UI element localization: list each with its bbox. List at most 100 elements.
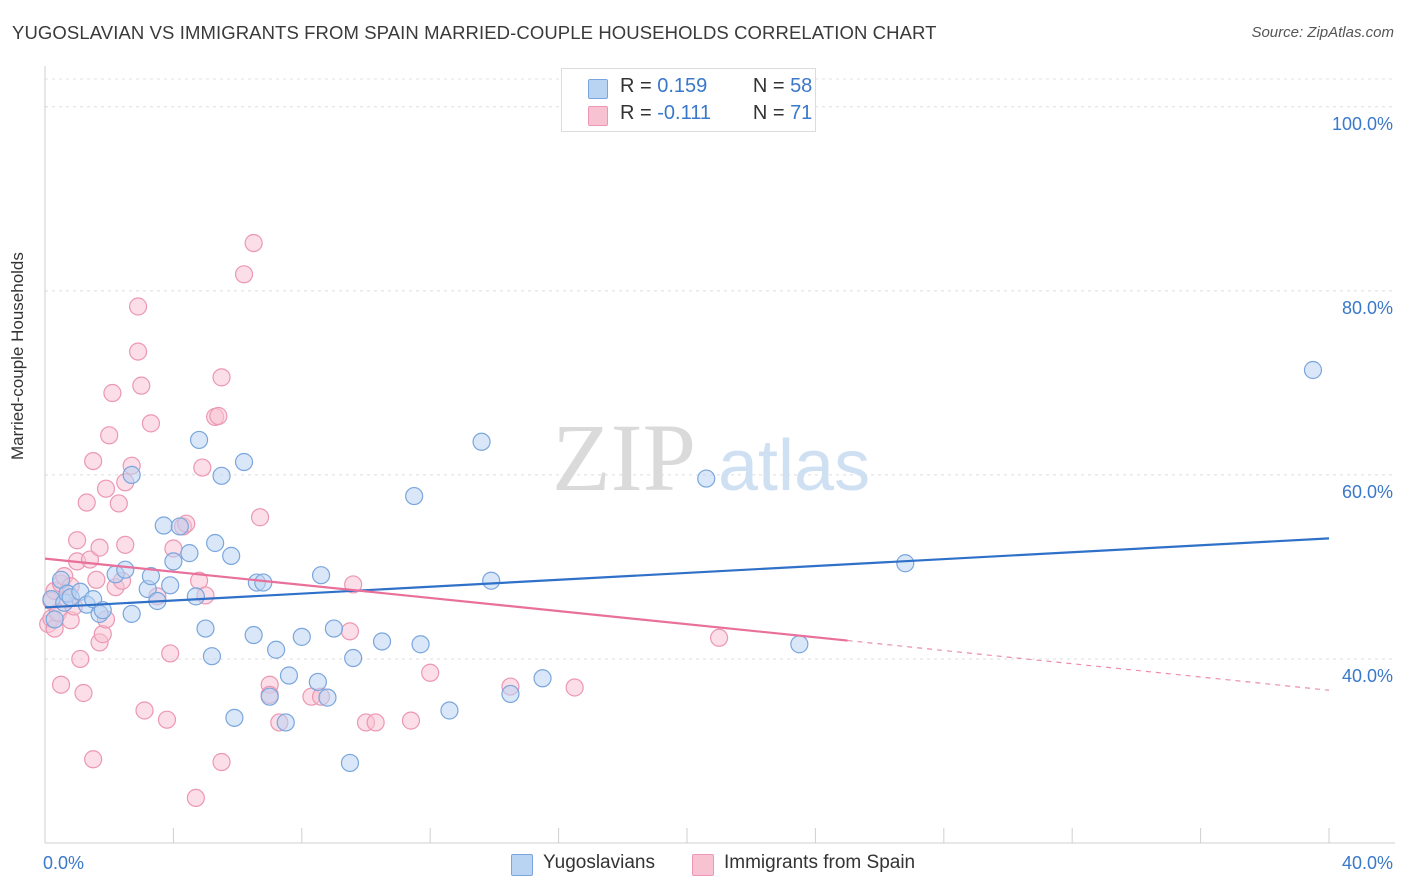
point-immigrants-from-spain — [565, 678, 584, 697]
trend-line-yugoslavians — [44, 537, 1330, 609]
point-immigrants-from-spain — [84, 452, 103, 471]
stats-legend: R = 0.159 N = 58 R = -0.111 N = 71 — [561, 68, 816, 132]
point-immigrants-from-spain — [141, 414, 161, 433]
point-immigrants-from-spain — [128, 342, 148, 361]
y-axis-label: Married-couple Households — [8, 252, 27, 460]
point-immigrants-from-spain — [421, 663, 440, 682]
point-immigrants-from-spain — [96, 479, 116, 498]
trend-lines — [44, 537, 1330, 691]
axes — [44, 66, 1395, 844]
point-yugoslavian — [122, 465, 141, 485]
source-credit: Source: ZipAtlas.com — [1251, 24, 1394, 41]
point-yugoslavian — [225, 708, 244, 727]
point-yugoslavian — [180, 544, 199, 563]
legend-label: Yugoslavians — [543, 852, 655, 873]
legend-n-value: 71 — [790, 102, 813, 124]
legend-n-label: N = — [752, 75, 785, 97]
point-immigrants-from-spain — [366, 713, 385, 732]
chart-title: YUGOSLAVIAN VS IMMIGRANTS FROM SPAIN MAR… — [12, 22, 937, 43]
point-yugoslavian — [340, 753, 360, 773]
point-immigrants-from-spain — [93, 625, 112, 644]
point-immigrants-from-spain — [132, 376, 151, 395]
point-yugoslavian — [154, 516, 173, 535]
legend-r-value: 0.159 — [657, 75, 708, 97]
point-yugoslavian — [186, 587, 205, 606]
point-immigrants-from-spain — [74, 683, 93, 703]
point-yugoslavian — [116, 560, 135, 579]
point-yugoslavian — [212, 466, 231, 485]
point-immigrants-from-spain — [103, 383, 122, 403]
point-yugoslavian — [697, 469, 716, 488]
point-yugoslavian — [1303, 360, 1323, 380]
point-immigrants-from-spain — [67, 531, 87, 550]
y-tick-label: 80.0% — [1342, 298, 1393, 318]
point-yugoslavian — [206, 533, 225, 553]
watermark-zip: ZIP — [552, 404, 696, 511]
point-yugoslavian — [45, 610, 64, 629]
point-yugoslavian — [372, 632, 392, 651]
series-immigrants-from-spain — [39, 233, 729, 808]
trend-line-immigrants-from-spain — [44, 557, 848, 642]
point-yugoslavian — [279, 666, 299, 685]
watermark-atlas: atlas — [718, 426, 870, 506]
point-yugoslavian — [234, 452, 254, 472]
point-immigrants-from-spain — [51, 675, 71, 694]
point-yugoslavian — [161, 576, 180, 595]
legend-r-label: R = — [620, 75, 652, 97]
point-yugoslavian — [93, 601, 112, 620]
point-immigrants-from-spain — [116, 535, 135, 554]
point-immigrants-from-spain — [709, 628, 729, 647]
point-immigrants-from-spain — [340, 622, 360, 641]
legend-swatch-blue — [511, 854, 533, 876]
point-immigrants-from-spain — [401, 711, 421, 730]
point-immigrants-from-spain — [186, 788, 205, 808]
point-yugoslavian — [164, 552, 183, 571]
point-yugoslavian — [344, 648, 363, 668]
point-yugoslavian — [472, 432, 491, 451]
point-immigrants-from-spain — [84, 750, 103, 769]
watermark: ZIP atlas — [552, 404, 870, 511]
point-immigrants-from-spain — [244, 233, 263, 253]
point-yugoslavian — [308, 672, 327, 692]
point-immigrants-from-spain — [193, 458, 212, 477]
point-yugoslavian — [896, 554, 915, 573]
point-immigrants-from-spain — [128, 297, 148, 316]
point-yugoslavian — [405, 486, 424, 506]
series-yugoslavians — [42, 360, 1323, 773]
x-tick-label: 0.0% — [43, 853, 84, 873]
point-immigrants-from-spain — [212, 752, 231, 772]
point-immigrants-from-spain — [212, 368, 231, 387]
point-yugoslavian — [276, 713, 295, 732]
legend-label: Immigrants from Spain — [724, 852, 916, 873]
point-yugoslavian — [311, 566, 331, 585]
point-yugoslavian — [196, 619, 215, 638]
point-immigrants-from-spain — [135, 701, 154, 720]
point-immigrants-from-spain — [71, 649, 90, 669]
legend-n-value: 58 — [790, 75, 813, 97]
point-yugoslavian — [501, 684, 520, 704]
point-immigrants-from-spain — [77, 493, 96, 512]
point-yugoslavian — [141, 567, 161, 586]
point-immigrants-from-spain — [87, 570, 106, 589]
point-immigrants-from-spain — [234, 265, 254, 284]
point-yugoslavian — [292, 627, 311, 646]
point-yugoslavian — [533, 669, 552, 688]
point-immigrants-from-spain — [161, 644, 180, 663]
point-yugoslavian — [260, 687, 279, 706]
point-yugoslavian — [189, 430, 209, 450]
point-immigrants-from-spain — [209, 406, 228, 426]
point-yugoslavian — [411, 635, 430, 654]
legend-r-value: -0.111 — [657, 102, 711, 124]
point-yugoslavian — [267, 640, 286, 659]
point-yugoslavian — [440, 701, 459, 720]
trend-extension-immigrants-from-spain — [847, 639, 1330, 691]
legend-swatch-pink — [588, 106, 608, 126]
point-yugoslavian — [222, 546, 241, 565]
point-yugoslavian — [244, 625, 263, 645]
legend-n-label: N = — [752, 102, 785, 124]
legend-r-label: R = — [620, 102, 652, 124]
y-tick-label: 40.0% — [1342, 666, 1393, 686]
point-immigrants-from-spain — [157, 710, 177, 729]
legend-swatch-pink — [692, 854, 714, 876]
